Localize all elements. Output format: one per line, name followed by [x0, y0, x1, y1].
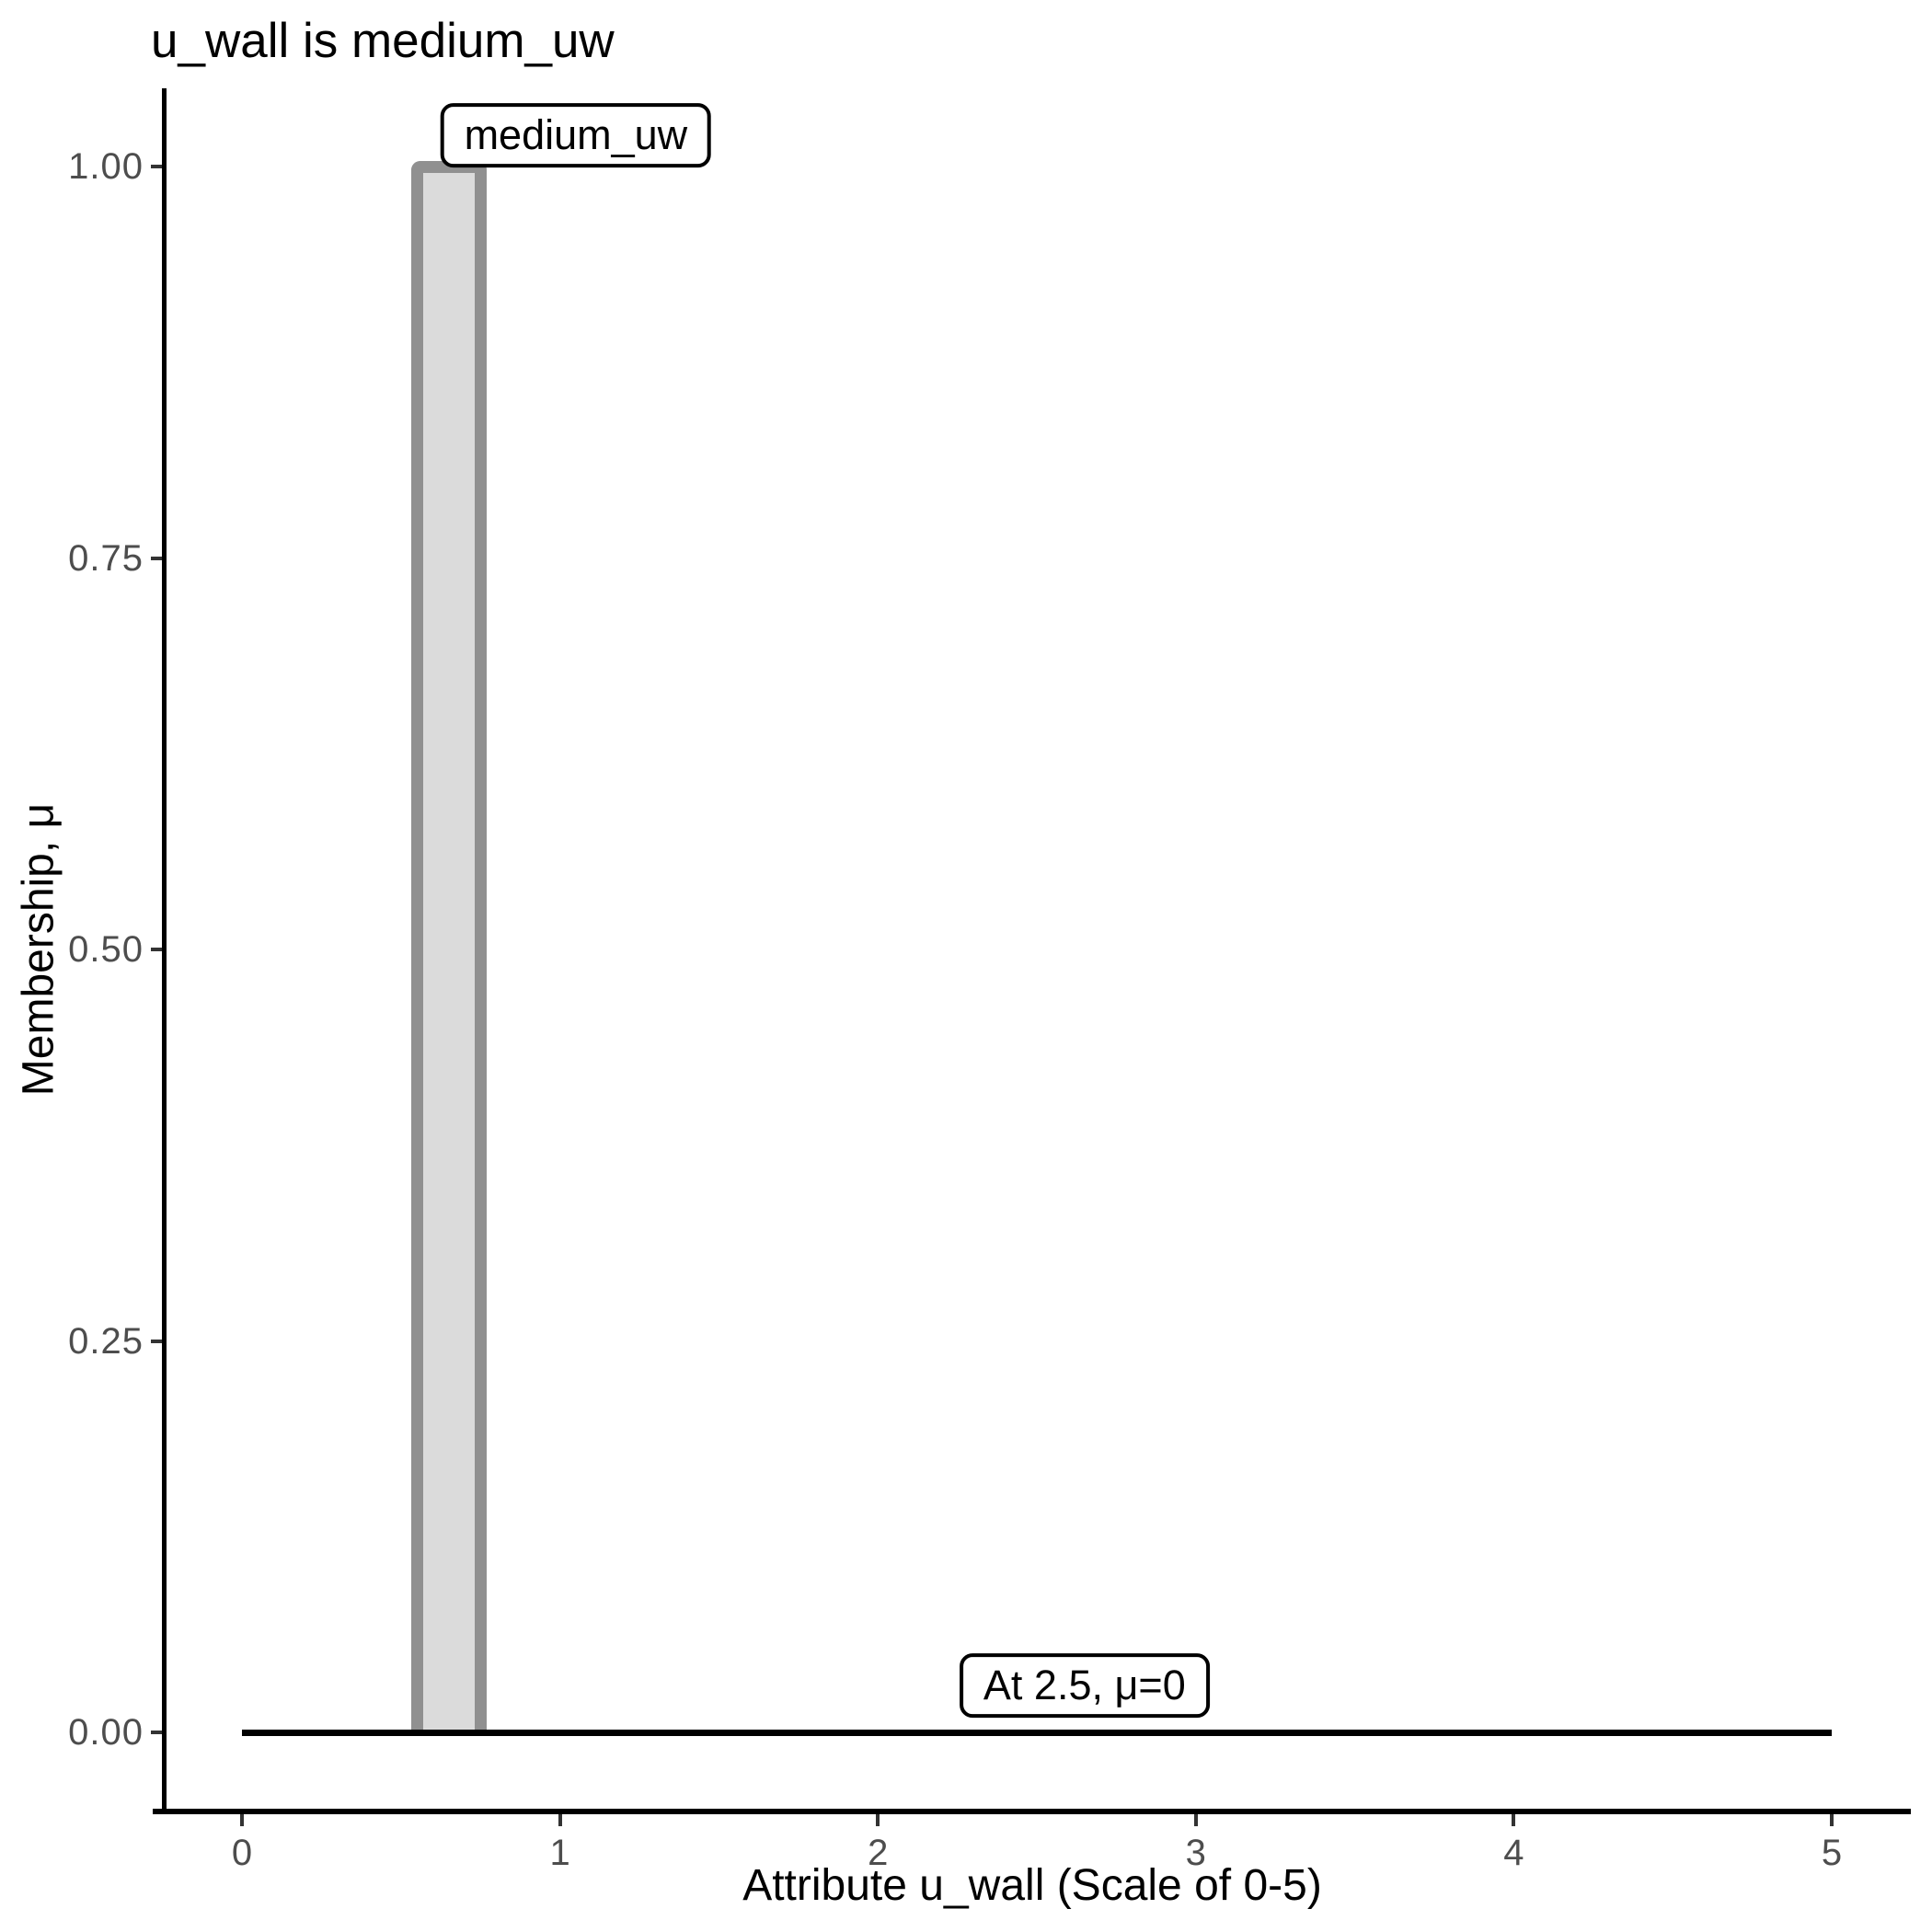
- membership-bar: [410, 160, 487, 1735]
- x-tick-mark: [240, 1814, 244, 1826]
- x-tick-label: 0: [231, 1833, 253, 1873]
- y-tick-label: 0.50: [68, 929, 144, 970]
- y-tick-label: 0.25: [68, 1320, 144, 1362]
- y-tick-mark: [151, 948, 162, 951]
- y-tick-label: 0.75: [68, 537, 144, 579]
- zero-membership-line: [242, 1729, 1832, 1736]
- x-tick-label: 3: [1185, 1833, 1206, 1873]
- x-tick-mark: [1193, 1814, 1198, 1826]
- x-tick-label: 1: [549, 1833, 570, 1873]
- x-axis-spine: [153, 1809, 1911, 1814]
- y-axis-title: Membership, μ: [14, 802, 63, 1097]
- y-tick-mark: [151, 165, 162, 168]
- annotation-label-box: At 2.5, μ=0: [959, 1653, 1210, 1718]
- x-tick-mark: [1512, 1814, 1516, 1826]
- x-tick-label: 4: [1503, 1833, 1524, 1873]
- x-tick-label: 2: [868, 1833, 889, 1873]
- annotation-label-box: medium_uw: [440, 103, 712, 167]
- y-tick-mark: [151, 1731, 162, 1734]
- y-tick-label: 0.00: [68, 1712, 144, 1753]
- chart-title: u_wall is medium_uw: [151, 14, 615, 68]
- x-tick-mark: [558, 1814, 562, 1826]
- y-axis-spine: [162, 88, 167, 1812]
- x-tick-mark: [876, 1814, 880, 1826]
- y-tick-mark: [151, 1339, 162, 1343]
- x-tick-label: 5: [1821, 1833, 1843, 1873]
- x-tick-mark: [1830, 1814, 1834, 1826]
- y-tick-mark: [151, 556, 162, 560]
- x-axis-title: Attribute u_wall (Scale of 0-5): [742, 1861, 1322, 1910]
- y-tick-label: 1.00: [68, 146, 144, 187]
